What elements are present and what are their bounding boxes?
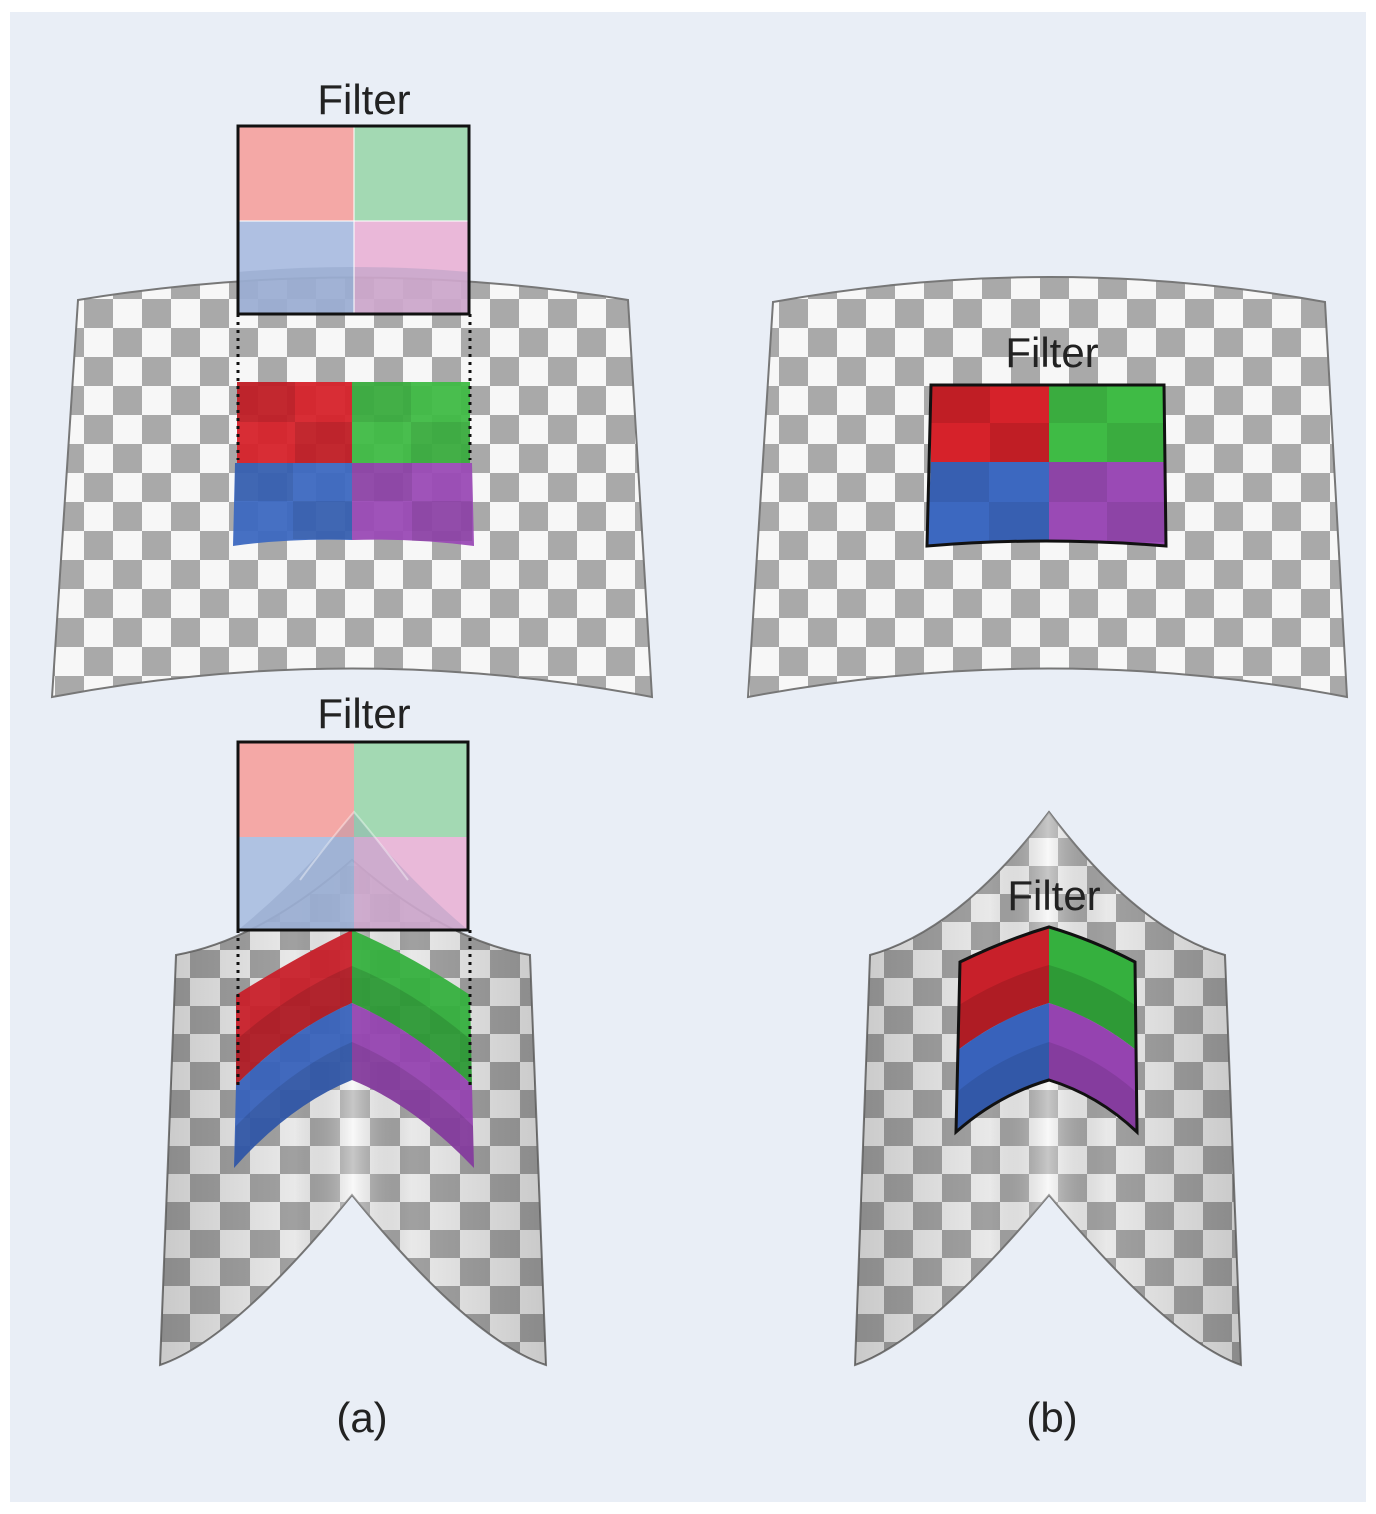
filter-label-b-top: Filter (1005, 329, 1098, 376)
embedded-filter-b-top (925, 383, 1168, 548)
sheet-b-top (746, 276, 1349, 699)
projected-patch-a-bottom (234, 930, 474, 1168)
filter-label-a-bottom: Filter (317, 690, 410, 737)
sheet-a-bottom (158, 858, 548, 1367)
filter-a-bottom (236, 740, 470, 932)
sheet-a-top (50, 276, 654, 699)
caption-a: (a) (336, 1394, 387, 1441)
sheet-b-bottom (853, 810, 1243, 1367)
embedded-filter-b-bottom (954, 925, 1139, 1136)
projected-patch-a-top (233, 382, 474, 546)
filter-label-a-top: Filter (317, 76, 410, 123)
filter-label-b-bottom: Filter (1007, 872, 1100, 919)
caption-b: (b) (1026, 1394, 1077, 1441)
filter-a-top (236, 124, 471, 316)
